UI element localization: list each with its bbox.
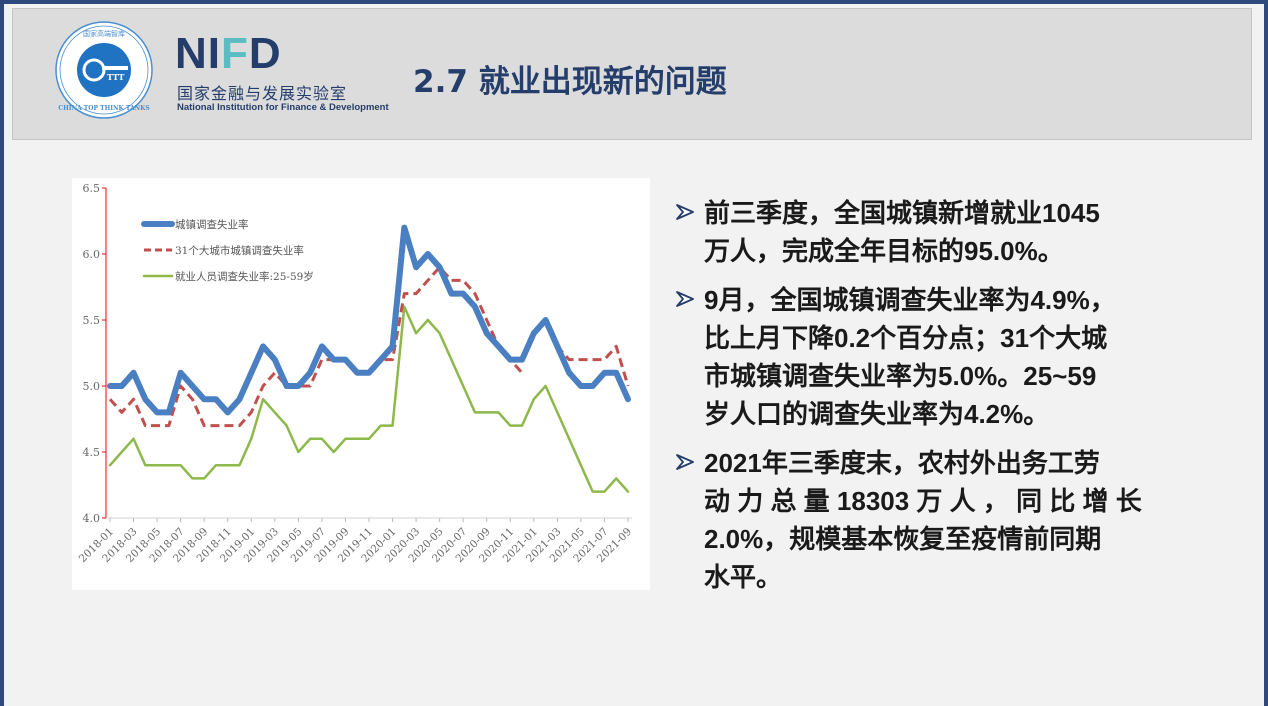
- series-line-1: [108, 265, 524, 428]
- bullet-line: 岁人口的调查失业率为4.2%。: [704, 399, 1050, 429]
- y-tick-label: 6.0: [83, 248, 101, 261]
- bullet-line: 前三季度，全国城镇新增就业1045: [704, 198, 1100, 228]
- legend-label: 城镇调查失业率: [175, 218, 249, 231]
- bullet-list: 前三季度，全国城镇新增就业1045 万人，完成全年目标的95.0%。 9月，全国城镇…: [676, 194, 1216, 607]
- bullet-line: 动 力 总 量 18303 万 人 ， 同 比 增 长: [704, 486, 1142, 516]
- arrowhead-bullet-icon: [676, 454, 694, 470]
- bullet-line: 2021年三季度末，农村外出务工劳: [704, 448, 1100, 478]
- bullet-line: 水平。: [704, 562, 783, 592]
- bullet-line: 比上月下降0.2个百分点；31个大城: [704, 323, 1108, 353]
- bullet-line: 市城镇调查失业率为5.0%。25~59: [704, 361, 1097, 391]
- bullet-line: 9月，全国城镇调查失业率为4.9%，: [704, 285, 1116, 315]
- arrowhead-bullet-icon: [676, 291, 694, 307]
- bullet-line: 万人，完成全年目标的95.0%。: [704, 236, 1064, 266]
- bullet-item: 2021年三季度末，农村外出务工劳动 力 总 量 18303 万 人 ， 同 比…: [676, 444, 1216, 596]
- svg-text:TTT: TTT: [107, 72, 124, 82]
- org-name-chinese: 国家金融与发展实验室: [177, 84, 348, 103]
- svg-text:CHINA TOP THINK TANKS: CHINA TOP THINK TANKS: [58, 105, 149, 112]
- legend-label: 就业人员调查失业率:25-59岁: [175, 270, 314, 283]
- china-top-think-tanks-seal-logo: TTT CHINA TOP THINK TANKS 国家高端智库: [55, 21, 153, 119]
- arrowhead-bullet-icon: [676, 204, 694, 220]
- legend-label: 31个大城市城镇调查失业率: [175, 244, 304, 257]
- y-tick-label: 4.5: [83, 446, 101, 459]
- y-tick-label: 5.0: [83, 380, 101, 393]
- org-name-english: National Institution for Finance & Devel…: [177, 102, 389, 113]
- slide-title: 2.7 就业出现新的问题: [413, 64, 727, 100]
- slide-header: [12, 8, 1252, 140]
- nifd-logo: NIFD: [175, 29, 282, 78]
- y-tick-label: 5.5: [83, 314, 101, 327]
- bullet-item: 9月，全国城镇调查失业率为4.9%， 比上月下降0.2个百分点；31个大城 市城镇调…: [676, 281, 1216, 433]
- y-tick-label: 4.0: [83, 512, 101, 525]
- bullet-line: 2.0%，规模基本恢复至疫情前同期: [704, 524, 1102, 554]
- y-tick-label: 6.5: [83, 182, 101, 195]
- line-chart-svg: 4.04.55.05.56.06.52018-012018-032018-052…: [77, 182, 634, 565]
- svg-text:国家高端智库: 国家高端智库: [83, 29, 125, 38]
- unemployment-chart: 4.0 4.5 5.0 5.5 6.0 6.5 2018-01 2018-03 2018-05 2…: [72, 178, 650, 590]
- bullet-item: 前三季度，全国城镇新增就业1045 万人，完成全年目标的95.0%。: [676, 194, 1216, 270]
